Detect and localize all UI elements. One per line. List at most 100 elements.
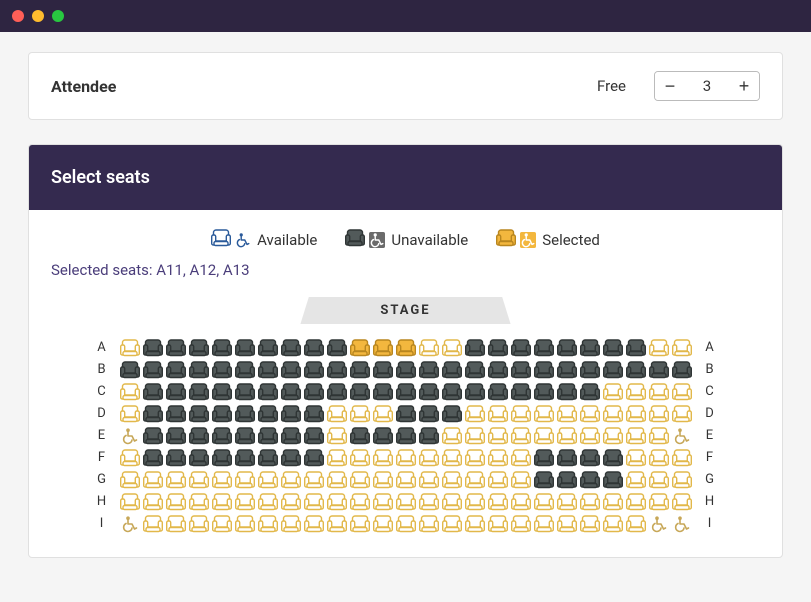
seat-available[interactable] <box>488 426 508 445</box>
wheelchair-seat-available[interactable] <box>649 514 669 533</box>
seat-available[interactable] <box>442 338 462 357</box>
wheelchair-seat-available[interactable] <box>120 426 140 445</box>
wheelchair-seat-available[interactable] <box>672 426 692 445</box>
seat-available[interactable] <box>235 492 255 511</box>
seat-available[interactable] <box>626 514 646 533</box>
seat-available[interactable] <box>258 470 278 489</box>
seat-available[interactable] <box>580 514 600 533</box>
seat-available[interactable] <box>304 470 324 489</box>
seat-available[interactable] <box>626 448 646 467</box>
seat-available[interactable] <box>511 514 531 533</box>
seat-available[interactable] <box>212 470 232 489</box>
seat-available[interactable] <box>603 404 623 423</box>
seat-available[interactable] <box>557 514 577 533</box>
seat-available[interactable] <box>626 382 646 401</box>
seat-available[interactable] <box>396 514 416 533</box>
seat-available[interactable] <box>672 404 692 423</box>
seat-available[interactable] <box>258 514 278 533</box>
seat-available[interactable] <box>511 448 531 467</box>
seat-available[interactable] <box>442 470 462 489</box>
seat-available[interactable] <box>442 448 462 467</box>
seat-available[interactable] <box>465 404 485 423</box>
seat-available[interactable] <box>465 492 485 511</box>
seat-available[interactable] <box>649 338 669 357</box>
seat-available[interactable] <box>373 404 393 423</box>
seat-available[interactable] <box>465 426 485 445</box>
seat-available[interactable] <box>442 514 462 533</box>
seat-available[interactable] <box>189 470 209 489</box>
seat-available[interactable] <box>189 492 209 511</box>
seat-available[interactable] <box>327 426 347 445</box>
seat-available[interactable] <box>488 448 508 467</box>
seat-available[interactable] <box>603 514 623 533</box>
seat-available[interactable] <box>488 470 508 489</box>
seat-available[interactable] <box>649 448 669 467</box>
wheelchair-seat-available[interactable] <box>120 514 140 533</box>
seat-selected[interactable] <box>350 338 370 357</box>
seat-available[interactable] <box>603 382 623 401</box>
seat-available[interactable] <box>166 514 186 533</box>
seat-available[interactable] <box>396 492 416 511</box>
seat-available[interactable] <box>120 382 140 401</box>
seat-available[interactable] <box>580 492 600 511</box>
seat-available[interactable] <box>350 404 370 423</box>
seat-available[interactable] <box>672 338 692 357</box>
seat-available[interactable] <box>442 426 462 445</box>
seat-available[interactable] <box>580 404 600 423</box>
seat-available[interactable] <box>511 426 531 445</box>
seat-available[interactable] <box>120 470 140 489</box>
seat-available[interactable] <box>350 492 370 511</box>
seat-available[interactable] <box>672 492 692 511</box>
window-close-dot[interactable] <box>12 10 24 22</box>
seat-available[interactable] <box>488 492 508 511</box>
seat-available[interactable] <box>166 492 186 511</box>
seat-available[interactable] <box>534 426 554 445</box>
seat-available[interactable] <box>327 448 347 467</box>
seat-available[interactable] <box>603 492 623 511</box>
seat-available[interactable] <box>143 514 163 533</box>
seat-available[interactable] <box>603 426 623 445</box>
seat-available[interactable] <box>304 514 324 533</box>
seat-available[interactable] <box>557 492 577 511</box>
seat-available[interactable] <box>488 514 508 533</box>
seat-available[interactable] <box>465 470 485 489</box>
seat-available[interactable] <box>488 404 508 423</box>
window-minimize-dot[interactable] <box>32 10 44 22</box>
seat-available[interactable] <box>327 492 347 511</box>
seat-available[interactable] <box>373 514 393 533</box>
quantity-increment-button[interactable]: + <box>729 72 759 100</box>
seat-available[interactable] <box>258 492 278 511</box>
seat-available[interactable] <box>442 492 462 511</box>
seat-selected[interactable] <box>396 338 416 357</box>
seat-available[interactable] <box>649 404 669 423</box>
seat-available[interactable] <box>649 492 669 511</box>
seat-available[interactable] <box>235 514 255 533</box>
seat-available[interactable] <box>626 470 646 489</box>
seat-available[interactable] <box>649 426 669 445</box>
seat-available[interactable] <box>281 514 301 533</box>
seat-available[interactable] <box>143 492 163 511</box>
seat-available[interactable] <box>534 514 554 533</box>
seat-available[interactable] <box>189 514 209 533</box>
seat-available[interactable] <box>419 514 439 533</box>
seat-available[interactable] <box>419 448 439 467</box>
seat-available[interactable] <box>419 338 439 357</box>
seat-available[interactable] <box>143 470 163 489</box>
seat-available[interactable] <box>626 404 646 423</box>
seat-available[interactable] <box>166 470 186 489</box>
seat-available[interactable] <box>672 470 692 489</box>
seat-available[interactable] <box>672 448 692 467</box>
seat-available[interactable] <box>212 514 232 533</box>
seat-available[interactable] <box>419 470 439 489</box>
seat-available[interactable] <box>511 492 531 511</box>
seat-available[interactable] <box>235 470 255 489</box>
seat-available[interactable] <box>327 514 347 533</box>
seat-available[interactable] <box>511 404 531 423</box>
seat-available[interactable] <box>120 492 140 511</box>
seat-available[interactable] <box>465 448 485 467</box>
seat-available[interactable] <box>350 514 370 533</box>
seat-available[interactable] <box>649 470 669 489</box>
seat-available[interactable] <box>373 492 393 511</box>
seat-available[interactable] <box>626 492 646 511</box>
seat-available[interactable] <box>534 492 554 511</box>
